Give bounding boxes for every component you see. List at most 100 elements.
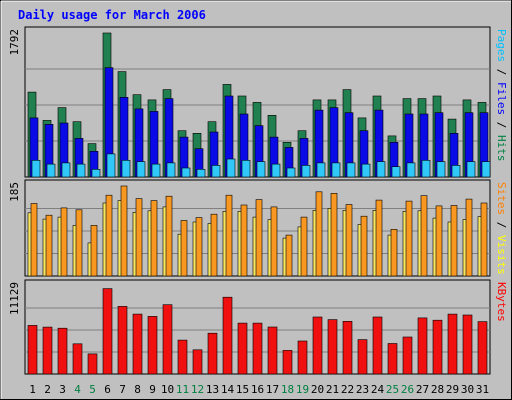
bar-kbytes-day-25 — [387, 343, 398, 375]
bar-kbytes-day-29 — [447, 313, 458, 375]
legend-entry: Visits — [495, 235, 508, 275]
bar-pages-day-13 — [211, 165, 221, 178]
bar-kbytes-day-7 — [117, 306, 128, 375]
legend-entry: / — [495, 115, 508, 135]
x-tick-label: 7 — [119, 383, 126, 396]
x-tick-label: 29 — [446, 383, 459, 396]
bar-kbytes-day-15 — [237, 322, 248, 375]
bar-kbytes-day-1 — [27, 325, 38, 375]
bar-kbytes-day-17 — [267, 326, 278, 375]
x-tick-label: 24 — [371, 383, 385, 396]
x-tick-label: 22 — [341, 383, 354, 396]
x-tick-label: 23 — [356, 383, 369, 396]
bar-kbytes-day-2 — [42, 326, 53, 375]
bar-sites-day-7 — [120, 185, 128, 277]
bar-pages-day-28 — [436, 161, 446, 178]
x-tick-label: 27 — [416, 383, 429, 396]
bar-sites-day-5 — [90, 225, 98, 277]
bar-kbytes-day-23 — [357, 339, 368, 375]
x-tick-label: 20 — [311, 383, 324, 396]
bar-sites-day-26 — [405, 200, 413, 277]
bar-kbytes-day-16 — [252, 322, 263, 375]
bar-kbytes-day-21 — [327, 319, 338, 375]
bar-pages-day-31 — [481, 161, 491, 178]
bar-sites-day-4 — [75, 209, 83, 277]
bar-pages-day-24 — [376, 161, 386, 178]
bar-sites-day-10 — [165, 195, 173, 277]
bar-pages-day-25 — [391, 166, 401, 178]
bar-sites-day-1 — [30, 203, 38, 277]
x-tick-label: 31 — [476, 383, 489, 396]
bar-sites-day-2 — [45, 214, 53, 277]
bar-pages-day-16 — [256, 161, 266, 178]
x-tick-label: 1 — [29, 383, 36, 396]
bar-pages-day-29 — [451, 165, 461, 178]
chart-panels: 1792 Pages / Files / Hits 185 Sites / Visit… — [8, 26, 508, 375]
bar-kbytes-day-26 — [402, 336, 413, 375]
bar-pages-day-21 — [331, 162, 341, 178]
bar-kbytes-day-13 — [207, 332, 218, 375]
bar-sites-day-21 — [330, 193, 338, 277]
legend-entry: KBytes — [495, 282, 508, 322]
bar-kbytes-day-18 — [282, 350, 293, 375]
bar-pages-day-3 — [61, 162, 71, 178]
y-max-label: 11129 — [8, 282, 21, 315]
bar-kbytes-day-6 — [102, 288, 113, 375]
bar-pages-day-27 — [421, 160, 431, 178]
legend-entry: Sites — [495, 182, 508, 215]
x-tick-label: 8 — [134, 383, 141, 396]
panel-kbytes: 11129 KBytes — [8, 279, 508, 375]
chart-title: Daily usage for March 2006 — [18, 8, 206, 22]
x-tick-label: 30 — [461, 383, 474, 396]
panel-hits: 1792 Pages / Files / Hits — [8, 26, 508, 178]
bar-kbytes-day-4 — [72, 343, 83, 375]
y-max-label: 185 — [8, 182, 21, 202]
x-tick-label: 28 — [431, 383, 444, 396]
bar-pages-day-17 — [271, 163, 281, 178]
y-max-label: 1792 — [8, 29, 21, 56]
series-files — [29, 67, 489, 178]
bar-kbytes-day-12 — [192, 349, 203, 375]
bar-pages-day-14 — [226, 158, 236, 178]
x-tick-label: 5 — [89, 383, 96, 396]
x-tick-label: 3 — [59, 383, 66, 396]
bar-sites-day-9 — [150, 200, 158, 277]
x-tick-label: 11 — [176, 383, 189, 396]
bar-pages-day-10 — [166, 162, 176, 178]
bar-sites-day-23 — [360, 215, 368, 277]
bar-sites-day-14 — [225, 194, 233, 277]
bar-sites-day-30 — [465, 198, 473, 277]
bar-sites-day-19 — [300, 216, 308, 277]
legend: Pages / Files / Hits — [495, 29, 508, 162]
legend-entry: / — [495, 215, 508, 235]
bar-sites-day-17 — [270, 206, 278, 277]
bar-sites-day-3 — [60, 207, 68, 277]
legend-entry: / — [495, 62, 508, 82]
x-tick-label: 10 — [161, 383, 174, 396]
bar-sites-day-20 — [315, 191, 323, 277]
x-tick-label: 2 — [44, 383, 51, 396]
bar-pages-day-8 — [136, 161, 146, 178]
bar-kbytes-day-22 — [342, 320, 353, 375]
series-pages — [31, 153, 491, 178]
x-tick-label: 15 — [236, 383, 249, 396]
bar-sites-day-28 — [435, 205, 443, 277]
bar-pages-day-15 — [241, 160, 251, 178]
bar-sites-day-15 — [240, 204, 248, 277]
bar-kbytes-day-30 — [462, 314, 473, 375]
bar-sites-day-12 — [195, 217, 203, 277]
x-tick-label: 25 — [386, 383, 399, 396]
bar-pages-day-1 — [31, 160, 41, 178]
x-tick-label: 12 — [191, 383, 204, 396]
series-sites — [30, 185, 488, 277]
bar-sites-day-16 — [255, 199, 263, 277]
bar-sites-day-13 — [210, 213, 218, 277]
bar-kbytes-day-28 — [432, 319, 443, 375]
x-tick-label: 26 — [401, 383, 414, 396]
bar-kbytes-day-8 — [132, 313, 143, 375]
bar-sites-day-31 — [480, 202, 488, 277]
bar-sites-day-25 — [390, 229, 398, 277]
bar-pages-day-6 — [106, 153, 116, 178]
bar-kbytes-day-9 — [147, 316, 158, 375]
